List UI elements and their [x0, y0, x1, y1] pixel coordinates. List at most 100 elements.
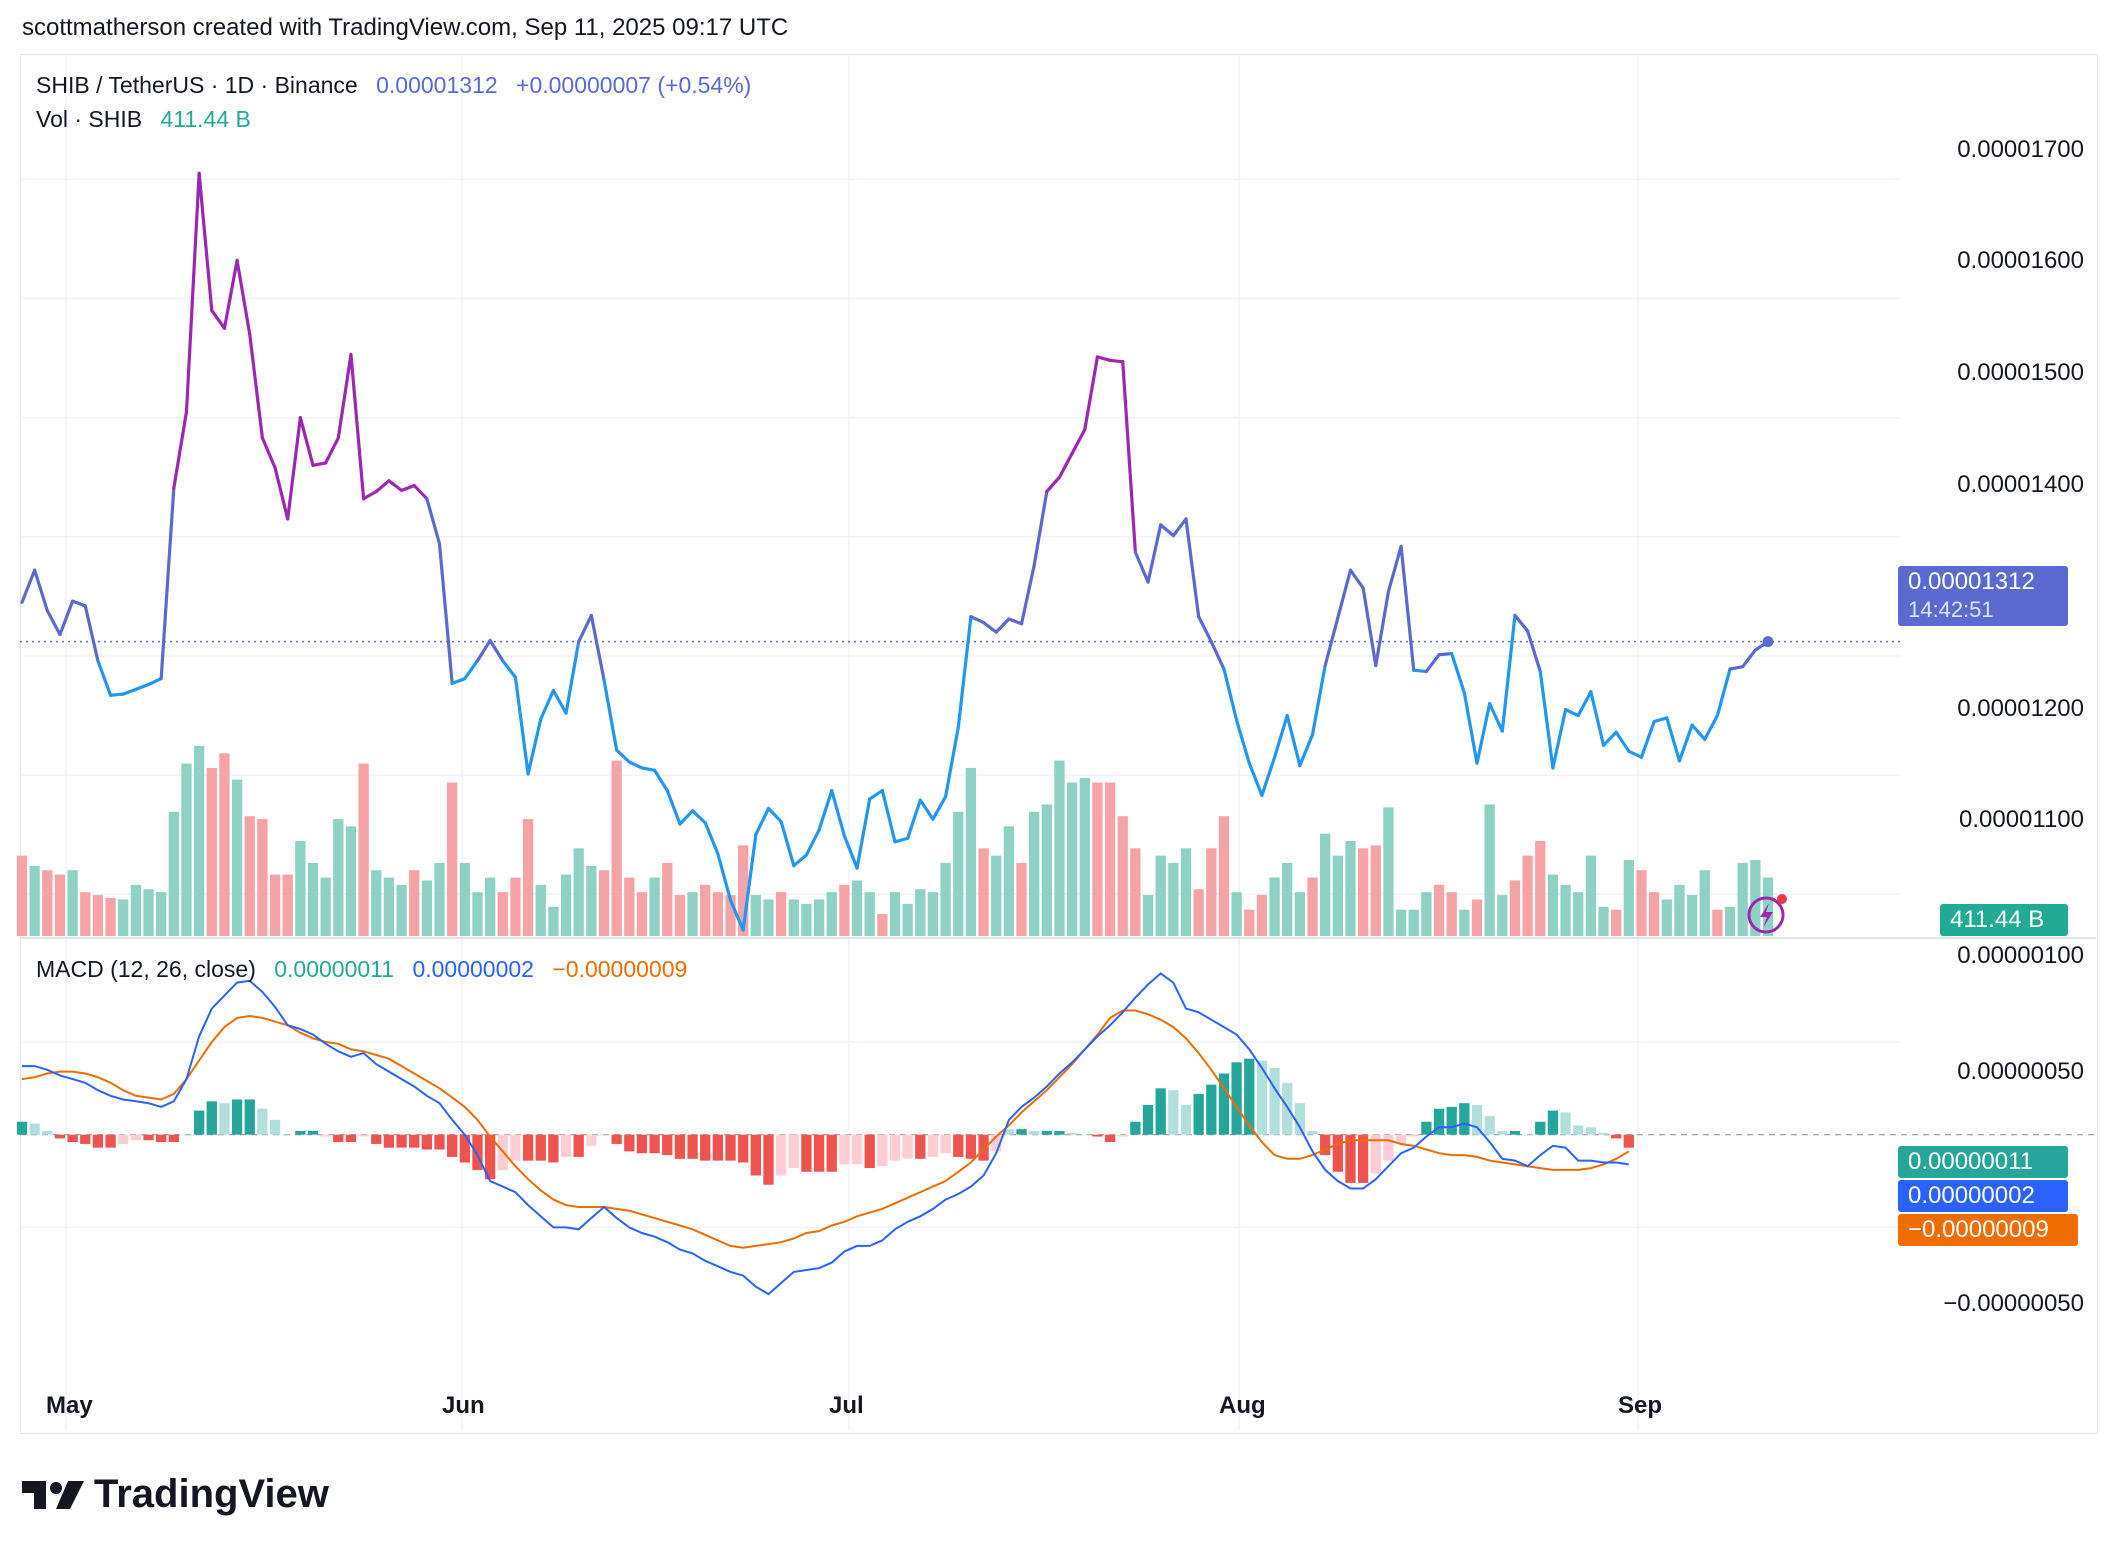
macd-histogram-bar: [105, 1134, 116, 1148]
volume-bar: [282, 874, 293, 936]
x-axis-tick: Jun: [442, 1392, 485, 1419]
price-line-segment: [1450, 651, 1466, 695]
volume-bar: [434, 862, 445, 936]
macd-histogram-bar: [231, 1099, 243, 1135]
macd-histogram-bar: [1598, 1132, 1609, 1135]
x-axis-tick: Sep: [1618, 1392, 1663, 1419]
price-line-segment: [1272, 713, 1289, 759]
volume-bar: [1054, 760, 1065, 936]
macd-histogram-bar: [219, 1103, 230, 1135]
macd-histogram-bar: [1370, 1134, 1381, 1174]
price-line-segment: [1639, 719, 1656, 759]
flash-icon-bolt: [1760, 903, 1773, 928]
price-line-segment: [83, 604, 100, 663]
price-line-segment: [197, 171, 214, 313]
price-line-segment: [1146, 523, 1163, 584]
volume-bar: [1395, 909, 1407, 936]
macd-histogram-bar: [307, 1130, 319, 1135]
price-line-segment: [1007, 617, 1024, 626]
price-axis-tick: 0.00001600: [1957, 247, 2084, 274]
price-line-segment: [1045, 475, 1062, 494]
price-line-segment: [653, 768, 669, 793]
volume-bar: [231, 779, 243, 936]
tradingview-logo[interactable]: TradingView: [22, 1472, 329, 1517]
macd-histogram-bar: [181, 1134, 192, 1136]
price-line-segment: [551, 688, 568, 715]
macd-histogram-bar: [1611, 1134, 1622, 1139]
price-line-segment: [58, 599, 75, 637]
volume-bar: [839, 884, 850, 936]
price-line-segment: [944, 725, 960, 799]
price-line-segment: [526, 717, 543, 776]
price-line-segment: [678, 809, 695, 826]
price-line-segment: [1601, 730, 1618, 747]
price-line-segment: [1235, 718, 1251, 765]
macd-histogram-bar: [54, 1134, 66, 1139]
price-line-segment: [716, 852, 733, 902]
macd-histogram-bar: [130, 1134, 142, 1141]
volume-bar: [1471, 899, 1483, 936]
volume-bar: [826, 892, 837, 936]
volume-bar: [1370, 845, 1381, 936]
price-line-segment: [1488, 702, 1504, 733]
volume-bar: [991, 855, 1002, 936]
price-line-segment: [1424, 653, 1441, 674]
macd-histogram-bar: [345, 1134, 357, 1143]
price-line-segment: [577, 613, 593, 644]
macd-histogram-bar: [763, 1134, 774, 1185]
price-line-segment: [981, 620, 998, 634]
macd-histogram-bar: [1535, 1121, 1546, 1135]
macd-histogram-bar: [447, 1134, 458, 1157]
macd-label[interactable]: MACD (12, 26, close): [36, 956, 256, 982]
price-line-segment: [842, 834, 859, 870]
volume-bar: [497, 892, 508, 936]
price-line-segment: [1159, 523, 1175, 538]
price-line-segment: [855, 797, 872, 870]
price-line-segment: [1197, 615, 1213, 644]
macd-histogram-bar: [674, 1134, 686, 1159]
price-axis-tick: 0.00001400: [1957, 471, 2084, 498]
macd-histogram-bar: [193, 1110, 205, 1135]
volume-bar: [54, 874, 66, 936]
macd-histogram-bar: [1421, 1121, 1432, 1135]
volume-bar: [1104, 782, 1116, 936]
price-line-segment: [994, 617, 1011, 634]
price-line-segment: [956, 615, 973, 730]
macd-histogram-bar: [1142, 1105, 1154, 1135]
macd-histogram-bar: [1054, 1130, 1065, 1135]
macd-histogram-bar: [826, 1134, 837, 1172]
price-line-segment: [349, 352, 366, 501]
volume-bar: [1737, 862, 1748, 936]
volume-bar: [1282, 862, 1293, 936]
price-line-segment: [741, 833, 758, 932]
macd-histogram-bar: [1560, 1112, 1571, 1135]
volume-bar: [29, 865, 40, 936]
notification-dot: [1777, 894, 1787, 904]
price-line-segment: [1070, 427, 1087, 456]
macd-histogram-bar: [168, 1134, 179, 1143]
macd-histogram-bar: [282, 1134, 293, 1136]
volume-bar: [1611, 909, 1622, 936]
volume-bar: [598, 870, 610, 936]
volume-bar: [1244, 909, 1255, 936]
macd-histogram-bar: [750, 1134, 761, 1176]
price-line-segment: [1551, 707, 1568, 770]
price-line-segment: [311, 461, 328, 467]
price-line-segment: [1652, 716, 1669, 724]
price-line-segment: [1589, 690, 1606, 747]
price-line-segment: [33, 568, 49, 613]
macd-histogram-bar: [1168, 1090, 1179, 1135]
price-line-segment: [324, 436, 340, 465]
macd-signal-value: −0.00000009: [552, 956, 688, 982]
price-line-segment: [172, 410, 189, 490]
chart-frame: [20, 54, 2098, 1434]
price-line-segment: [1247, 761, 1264, 797]
macd-histogram-bar: [1104, 1134, 1116, 1143]
volume-label[interactable]: Vol · SHIB: [36, 106, 143, 132]
price-line-segment: [1412, 668, 1428, 674]
macd-histogram-bar: [586, 1134, 597, 1146]
volume-bar: [725, 895, 736, 936]
volume-bar: [1446, 892, 1457, 936]
symbol-label[interactable]: SHIB / TetherUS · 1D · Binance: [36, 72, 358, 98]
